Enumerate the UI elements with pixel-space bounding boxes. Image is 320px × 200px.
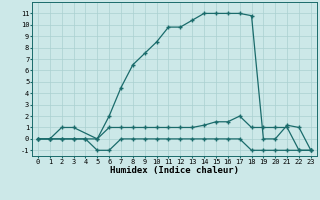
X-axis label: Humidex (Indice chaleur): Humidex (Indice chaleur) <box>110 166 239 175</box>
